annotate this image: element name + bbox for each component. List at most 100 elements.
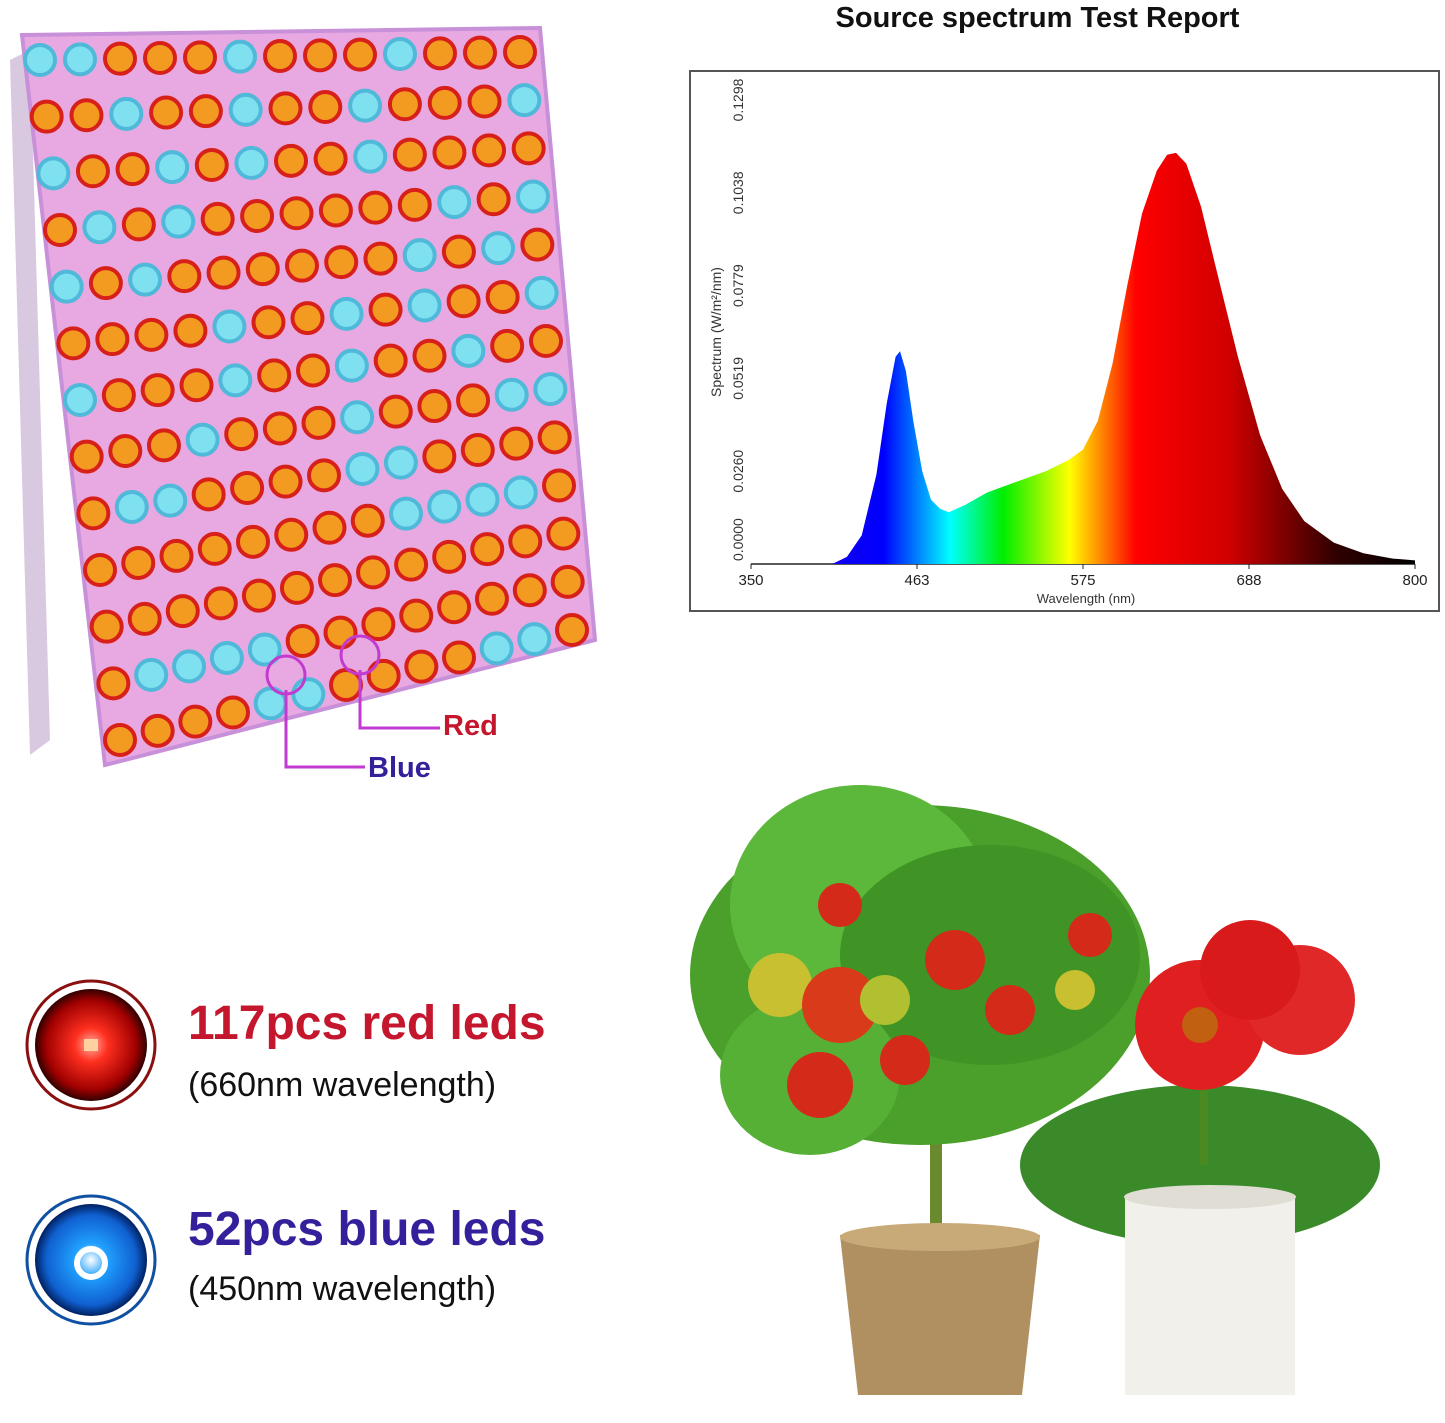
red-led xyxy=(456,383,491,418)
blue-led xyxy=(49,269,84,304)
red-led xyxy=(460,433,495,467)
blue-led xyxy=(329,296,364,331)
red-led xyxy=(29,99,64,134)
red-led xyxy=(546,516,581,551)
y-tick-label: 0.1298 xyxy=(730,78,746,121)
blue-led xyxy=(36,156,71,191)
spectrum-area xyxy=(751,152,1415,564)
red-led xyxy=(274,143,308,178)
red-led xyxy=(312,510,347,545)
red-led xyxy=(417,389,452,424)
blue-led xyxy=(533,372,568,407)
led-grow-panel xyxy=(10,25,598,769)
red-led xyxy=(165,594,200,629)
red-led xyxy=(394,547,429,582)
red-led xyxy=(183,40,217,75)
red-led xyxy=(134,317,169,352)
blue-led xyxy=(340,400,375,435)
blue-led xyxy=(383,37,417,71)
blue-led xyxy=(503,475,538,510)
red-led xyxy=(313,141,348,176)
x-tick-label: 575 xyxy=(1070,572,1095,589)
red-led xyxy=(323,615,358,650)
y-tick-label: 0.1038 xyxy=(730,171,746,214)
red-led xyxy=(191,477,226,512)
blue-led xyxy=(212,309,247,344)
tomato-plant xyxy=(690,785,1150,1395)
red-led xyxy=(159,538,194,573)
red-led xyxy=(550,564,585,599)
blue-led xyxy=(481,231,516,266)
blue-led-wavelength: (450nm wavelength) xyxy=(188,1270,497,1308)
red-led xyxy=(307,458,341,493)
blue-led xyxy=(134,657,169,692)
chart-title: Source spectrum Test Report xyxy=(835,2,1240,34)
red-led xyxy=(378,394,413,429)
red-led xyxy=(441,234,476,269)
y-tick-label: 0.0260 xyxy=(730,450,746,493)
red-led xyxy=(140,373,175,408)
red-led xyxy=(216,695,250,730)
red-led xyxy=(101,378,136,413)
red-led xyxy=(499,426,534,461)
x-tick-label: 463 xyxy=(904,572,929,589)
blue-led xyxy=(517,622,552,657)
red-led xyxy=(432,539,467,574)
red-led xyxy=(178,704,213,739)
red-led xyxy=(89,609,124,644)
blue-led xyxy=(524,275,559,310)
red-led xyxy=(194,148,229,182)
red-led xyxy=(56,326,91,361)
blue-led xyxy=(353,139,388,174)
red-led xyxy=(427,85,462,120)
red-led-icon xyxy=(25,979,157,1111)
blue-led xyxy=(479,631,514,666)
red-led xyxy=(508,524,543,559)
red-led xyxy=(274,517,309,552)
red-led xyxy=(230,471,265,505)
red-led xyxy=(397,187,432,222)
red-led xyxy=(308,90,343,125)
red-led xyxy=(404,649,439,684)
red-led xyxy=(143,41,177,75)
red-led xyxy=(358,190,393,225)
blue-led xyxy=(465,482,500,517)
red-led xyxy=(121,545,156,580)
blue-led xyxy=(161,204,196,239)
blue-label: Blue xyxy=(368,752,431,784)
red-led xyxy=(392,137,427,172)
red-led xyxy=(366,658,401,693)
red-led xyxy=(446,284,481,319)
blue-led xyxy=(451,333,486,368)
red-led xyxy=(197,531,232,566)
red-led-wavelength: (660nm wavelength) xyxy=(188,1066,497,1104)
red-led xyxy=(318,563,352,598)
blue-led-count: 52pcs blue leds xyxy=(188,1203,546,1256)
red-led xyxy=(279,570,314,605)
x-axis-label: Wavelength (nm) xyxy=(1037,591,1136,606)
red-led xyxy=(257,358,292,393)
blue-led xyxy=(155,150,190,185)
blue-led xyxy=(223,39,257,74)
red-led xyxy=(476,182,511,217)
blue-led xyxy=(247,632,282,667)
red-led xyxy=(422,439,457,474)
red-led xyxy=(149,95,184,130)
red-led xyxy=(146,428,181,463)
red-led xyxy=(485,280,520,315)
y-tick-label: 0.0779 xyxy=(730,264,746,307)
red-led xyxy=(88,266,123,301)
red-led xyxy=(290,301,325,336)
blue-led xyxy=(234,145,269,180)
red-led xyxy=(463,35,497,70)
red-led xyxy=(361,607,396,642)
spectrum-chart: 350 463 575 688 800 0.0000 0.0260 0.0519 0.0779 0… xyxy=(689,70,1440,612)
blue-led xyxy=(348,88,383,123)
red-led xyxy=(285,248,319,283)
y-axis-label: Spectrum (W/m²/nm) xyxy=(708,267,724,397)
blue-led xyxy=(185,422,220,457)
red-led xyxy=(95,322,130,357)
red-led xyxy=(303,38,337,73)
red-led xyxy=(236,524,270,559)
blue-led xyxy=(82,210,117,245)
